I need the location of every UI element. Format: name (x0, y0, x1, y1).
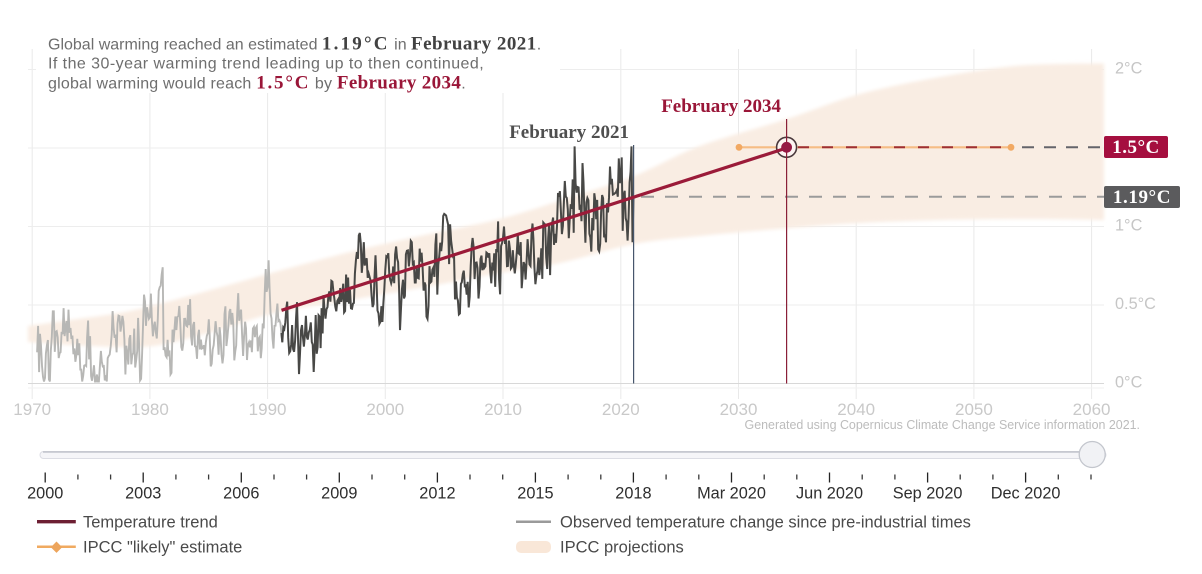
svg-text:Generated using Copernicus Cli: Generated using Copernicus Climate Chang… (745, 418, 1140, 432)
svg-text:2020: 2020 (602, 400, 640, 419)
svg-text:0.5°C: 0.5°C (1115, 295, 1156, 313)
svg-text:2060: 2060 (1073, 400, 1111, 419)
svg-text:IPCC "likely" estimate: IPCC "likely" estimate (83, 539, 242, 557)
svg-text:2003: 2003 (125, 485, 161, 503)
svg-text:0°C: 0°C (1115, 374, 1143, 392)
svg-text:1970: 1970 (13, 400, 51, 419)
svg-text:Sep 2020: Sep 2020 (893, 485, 963, 503)
svg-text:2030: 2030 (720, 400, 758, 419)
svg-text:2000: 2000 (27, 485, 63, 503)
svg-text:Temperature trend: Temperature trend (83, 514, 218, 532)
svg-text:1.5°C: 1.5°C (1112, 137, 1160, 158)
svg-text:If the 30-year warming trend l: If the 30-year warming trend leading up … (48, 56, 484, 73)
svg-text:2006: 2006 (223, 485, 259, 503)
svg-text:2050: 2050 (955, 400, 993, 419)
svg-text:2°C: 2°C (1115, 60, 1143, 78)
svg-text:2010: 2010 (484, 400, 522, 419)
svg-text:IPCC projections: IPCC projections (560, 539, 684, 557)
svg-text:2000: 2000 (366, 400, 404, 419)
svg-text:1°C: 1°C (1115, 217, 1143, 235)
svg-text:global warming would reach 1.5: global warming would reach 1.5°C by Febr… (48, 73, 466, 94)
svg-text:Observed temperature change si: Observed temperature change since pre-in… (560, 514, 971, 532)
svg-text:Jun 2020: Jun 2020 (796, 485, 863, 503)
svg-text:Dec 2020: Dec 2020 (991, 485, 1061, 503)
svg-text:2015: 2015 (517, 485, 553, 503)
svg-text:February 2034: February 2034 (661, 96, 781, 117)
svg-text:2009: 2009 (321, 485, 357, 503)
svg-text:2040: 2040 (837, 400, 875, 419)
svg-text:2018: 2018 (615, 485, 651, 503)
svg-text:1990: 1990 (249, 400, 287, 419)
svg-text:2012: 2012 (419, 485, 455, 503)
svg-text:1.19°C: 1.19°C (1113, 187, 1171, 208)
svg-text:1980: 1980 (131, 400, 169, 419)
svg-text:February 2021: February 2021 (509, 122, 629, 143)
svg-text:Mar 2020: Mar 2020 (697, 485, 766, 503)
svg-text:Global warming reached an esti: Global warming reached an estimated 1.19… (48, 34, 541, 55)
